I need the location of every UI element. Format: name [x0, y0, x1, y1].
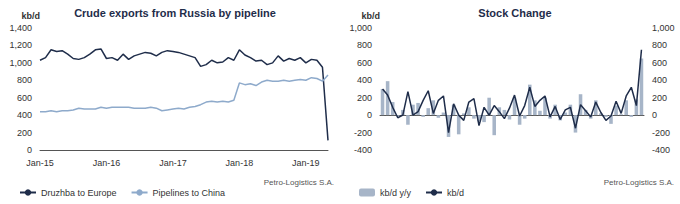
svg-text:Petro-Logistics S.A.: Petro-Logistics S.A. [264, 178, 334, 187]
svg-text:-200: -200 [652, 128, 670, 138]
svg-text:Jan-15: Jan-15 [26, 158, 54, 168]
svg-text:Crude exports from Russia by p: Crude exports from Russia by pipeline [74, 7, 276, 19]
svg-text:kb/d: kb/d [361, 11, 380, 21]
svg-text:0: 0 [652, 110, 657, 120]
svg-text:Jan-16: Jan-16 [93, 158, 121, 168]
svg-text:Jan-17: Jan-17 [159, 158, 187, 168]
svg-text:800: 800 [652, 40, 667, 50]
svg-text:Jan-18: Jan-18 [226, 158, 254, 168]
svg-text:400: 400 [652, 75, 667, 85]
svg-text:Petro-Logistics S.A.: Petro-Logistics S.A. [604, 178, 674, 187]
svg-text:kb/d: kb/d [447, 188, 464, 198]
svg-text:1,200: 1,200 [9, 40, 32, 50]
svg-text:-400: -400 [652, 145, 670, 155]
svg-text:600: 600 [357, 58, 372, 68]
svg-text:1,000: 1,000 [652, 23, 675, 33]
svg-text:-400: -400 [354, 145, 372, 155]
svg-text:200: 200 [652, 93, 667, 103]
svg-text:200: 200 [17, 128, 32, 138]
svg-text:kb/d y/y: kb/d y/y [380, 188, 412, 198]
svg-text:800: 800 [17, 75, 32, 85]
svg-text:0: 0 [27, 145, 32, 155]
svg-text:Pipelines to China: Pipelines to China [153, 188, 226, 198]
svg-text:0: 0 [367, 110, 372, 120]
svg-text:Stock Change: Stock Change [478, 7, 551, 19]
svg-text:kb/d: kb/d [21, 11, 40, 21]
svg-text:-200: -200 [354, 128, 372, 138]
svg-text:200: 200 [357, 93, 372, 103]
svg-text:600: 600 [652, 58, 667, 68]
svg-text:1,000: 1,000 [9, 58, 32, 68]
svg-text:1,400: 1,400 [9, 23, 32, 33]
svg-text:Druzhba to Europe: Druzhba to Europe [41, 188, 117, 198]
svg-text:400: 400 [17, 110, 32, 120]
svg-text:400: 400 [357, 75, 372, 85]
svg-text:1,000: 1,000 [349, 23, 372, 33]
svg-text:800: 800 [357, 40, 372, 50]
svg-text:Jan-19: Jan-19 [292, 158, 320, 168]
svg-text:600: 600 [17, 93, 32, 103]
